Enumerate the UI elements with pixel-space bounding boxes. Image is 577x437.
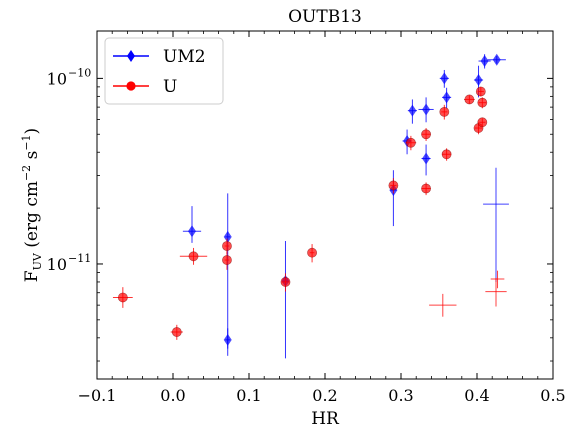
- x-tick-label: 0.1: [236, 386, 261, 405]
- data-point: [440, 72, 449, 85]
- data-point: [188, 225, 196, 238]
- data-point: [439, 106, 450, 117]
- data-point: [117, 292, 128, 303]
- series-u: [112, 86, 507, 340]
- data-point: [421, 129, 431, 140]
- data-point: [171, 327, 182, 337]
- data-point: [405, 137, 416, 148]
- x-tick-label: 0.5: [540, 386, 565, 405]
- y-tick-label-exponent: −11: [68, 252, 91, 265]
- data-point: [307, 247, 317, 258]
- legend-marker: [126, 81, 136, 91]
- data-point: [441, 149, 452, 160]
- legend-label: U: [163, 77, 177, 97]
- x-tick-label: 0.0: [160, 386, 185, 405]
- data-point: [421, 183, 431, 194]
- data-point: [388, 180, 399, 191]
- y-tick-label: 10: [47, 255, 67, 274]
- legend: UM2 U: [104, 37, 224, 105]
- data-point: [464, 94, 475, 105]
- data-point: [475, 86, 486, 97]
- data-point: [408, 104, 417, 117]
- x-tick-label: 0.4: [464, 386, 489, 405]
- x-tick-label: 0.2: [312, 386, 337, 405]
- legend-marker: [127, 50, 135, 62]
- data-marks: [112, 53, 509, 359]
- y-axis-title: FUV (erg cm−2 s−1): [20, 128, 44, 282]
- data-point: [442, 91, 451, 104]
- data-point: [480, 55, 489, 68]
- y-tick-label-exponent: −10: [68, 66, 91, 79]
- data-point: [188, 251, 199, 262]
- data-point: [222, 241, 232, 251]
- x-tick-label: 0.3: [388, 386, 413, 405]
- data-point: [477, 97, 488, 108]
- legend-label: UM2: [163, 47, 206, 67]
- x-tick-label: −0.1: [78, 386, 117, 405]
- x-axis-title: HR: [311, 409, 340, 429]
- y-tick-label: 10: [47, 69, 67, 88]
- data-point: [223, 230, 232, 243]
- data-point: [223, 333, 232, 346]
- y-axis-title-text: FUV (erg cm−2 s−1): [20, 128, 44, 282]
- data-point: [474, 74, 483, 87]
- data-point: [280, 277, 291, 287]
- data-point: [422, 103, 431, 116]
- data-point: [477, 117, 488, 128]
- data-point: [422, 152, 431, 165]
- data-point: [492, 53, 501, 66]
- chart-title: OUTB13: [288, 7, 362, 27]
- data-point: [222, 255, 232, 265]
